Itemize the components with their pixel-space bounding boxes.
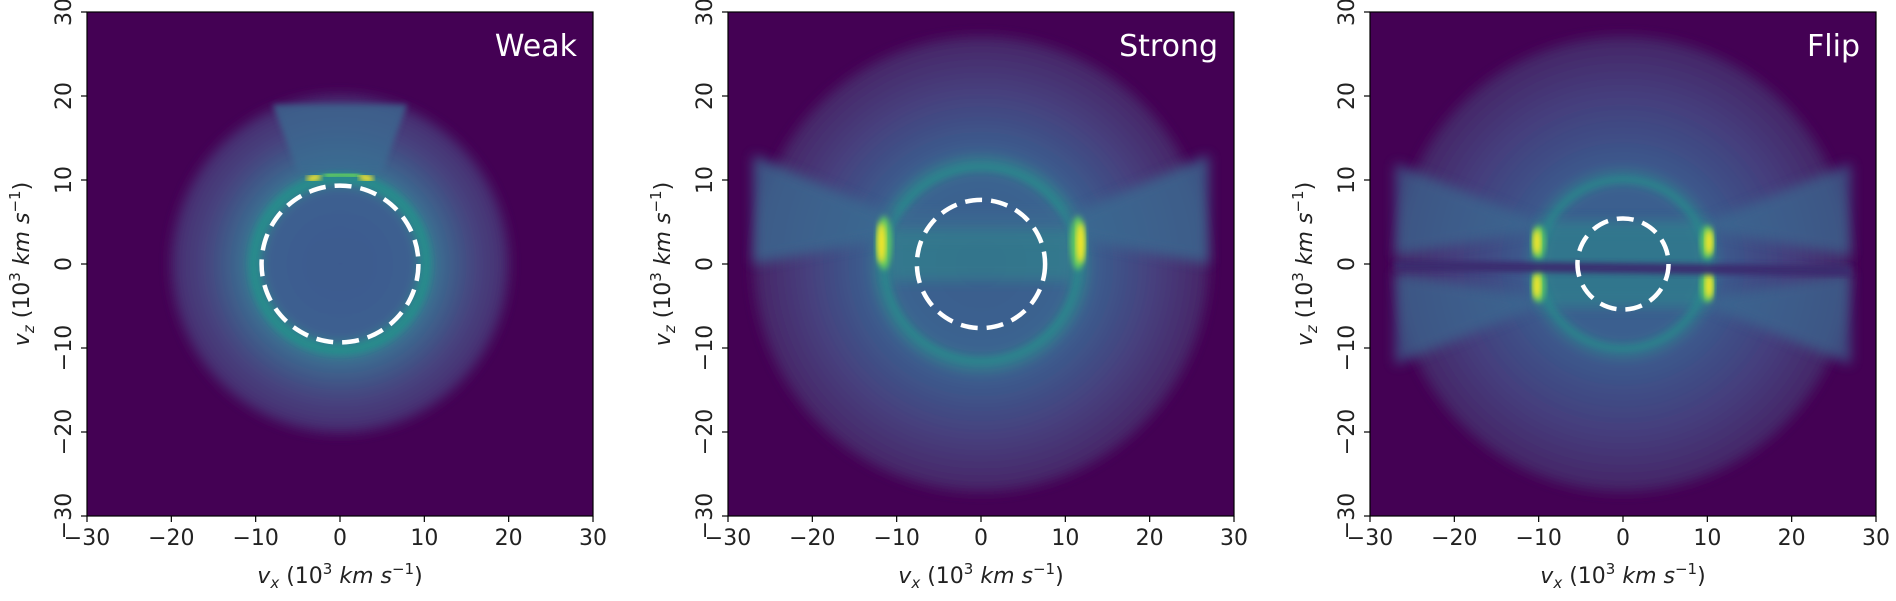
x-tick-label: −30 bbox=[705, 526, 751, 551]
dashed-circle bbox=[259, 183, 421, 345]
panel-strong: −30 −20 −10 0 10 20 30 −30 −20 −10 0 10 20 30 vx (103 … bbox=[647, 0, 1248, 592]
x-tick-label: −10 bbox=[1515, 526, 1561, 551]
y-tick-label: 0 bbox=[1335, 257, 1360, 271]
x-tick-label: 30 bbox=[579, 526, 607, 551]
y-tick-label: 30 bbox=[1335, 0, 1360, 26]
x-axis-label: vx (103 km s−1) bbox=[257, 560, 422, 592]
y-tick-label: −20 bbox=[52, 409, 77, 455]
panel-label: Flip bbox=[1807, 29, 1860, 64]
bright-arc-peak-right bbox=[358, 172, 374, 184]
x-tick-label: −20 bbox=[148, 526, 194, 551]
y-tick-label: −30 bbox=[52, 493, 77, 539]
x-tick-label: −10 bbox=[873, 526, 919, 551]
y-tick-label: 0 bbox=[693, 257, 718, 271]
dashed-circle bbox=[1575, 216, 1671, 312]
x-tick-label: 0 bbox=[974, 526, 988, 551]
bright-arc-peak bbox=[1705, 229, 1713, 255]
x-tick-label: −30 bbox=[1347, 526, 1393, 551]
y-tick-label: 30 bbox=[693, 0, 718, 26]
y-tick-label: −10 bbox=[693, 325, 718, 371]
panel-weak: −30 −20 −10 0 10 20 30 −30 −20 −10 0 10 20 30 vx (103 … bbox=[6, 0, 607, 592]
x-tick-label: −30 bbox=[64, 526, 110, 551]
x-tick-label: 20 bbox=[495, 526, 523, 551]
y-tick-label: 10 bbox=[693, 166, 718, 194]
bright-arc bbox=[323, 169, 361, 181]
x-tick-label: 30 bbox=[1862, 526, 1890, 551]
x-tick-label: 20 bbox=[1136, 526, 1164, 551]
panel-flip: −30 −20 −10 0 10 20 30 −30 −20 −10 0 10 20 30 vx (103 … bbox=[1289, 0, 1890, 592]
bright-arc-peak-left bbox=[306, 172, 322, 184]
heatmap-image bbox=[87, 12, 593, 516]
bright-arc-peak bbox=[1705, 273, 1713, 299]
y-tick-label: −10 bbox=[52, 325, 77, 371]
x-tick-label: 10 bbox=[1051, 526, 1079, 551]
upper-fan bbox=[272, 104, 408, 172]
x-tick-label: −20 bbox=[1431, 526, 1477, 551]
x-tick-label: −10 bbox=[232, 526, 278, 551]
panels: −30 −20 −10 0 10 20 30 −30 −20 −10 0 10 20 30 vx (103 … bbox=[6, 0, 1890, 592]
x-axis-label: vx (103 km s−1) bbox=[1540, 560, 1705, 592]
lower-band bbox=[1395, 272, 1851, 365]
bright-arc-peak bbox=[1533, 273, 1541, 299]
y-tick-label: 10 bbox=[52, 166, 77, 194]
bright-arc-peak bbox=[877, 222, 886, 264]
x-tick-label: 0 bbox=[333, 526, 347, 551]
x-tick-label: 20 bbox=[1778, 526, 1806, 551]
inner-ring bbox=[248, 172, 432, 356]
panel-label: Weak bbox=[495, 29, 578, 64]
y-tick-label: −10 bbox=[1335, 325, 1360, 371]
dashed-circle bbox=[914, 197, 1048, 331]
y-tick-label: 20 bbox=[1335, 82, 1360, 110]
heatmap-image bbox=[728, 12, 1234, 516]
y-tick-label: 30 bbox=[52, 0, 77, 26]
bright-arc-peak bbox=[1533, 229, 1541, 255]
y-tick-label: −20 bbox=[1335, 409, 1360, 455]
dark-equatorial-line bbox=[1395, 260, 1851, 276]
x-tick-label: −20 bbox=[789, 526, 835, 551]
y-tick-label: −20 bbox=[693, 409, 718, 455]
y-tick-label: −30 bbox=[1335, 493, 1360, 539]
emission-disk bbox=[171, 95, 509, 433]
x-tick-label: 0 bbox=[1616, 526, 1630, 551]
x-tick-label: 10 bbox=[1693, 526, 1721, 551]
y-tick-label: 10 bbox=[1335, 166, 1360, 194]
x-tick-label: 10 bbox=[410, 526, 438, 551]
x-tick-label: 30 bbox=[1220, 526, 1248, 551]
x-axis-label: vx (103 km s−1) bbox=[898, 560, 1063, 592]
y-tick-label: −30 bbox=[693, 493, 718, 539]
y-tick-label: 20 bbox=[693, 82, 718, 110]
bright-arc-peak bbox=[1076, 222, 1085, 264]
equatorial-band bbox=[753, 154, 1209, 264]
y-axis-label: vz (103 km s−1) bbox=[647, 182, 679, 346]
panel-label: Strong bbox=[1119, 29, 1218, 64]
y-axis-label: vz (103 km s−1) bbox=[1289, 182, 1321, 346]
heatmap-image bbox=[1370, 12, 1876, 516]
upper-band bbox=[1395, 163, 1851, 256]
y-axis-label: vz (103 km s−1) bbox=[6, 182, 38, 346]
y-tick-label: 0 bbox=[52, 257, 77, 271]
y-tick-label: 20 bbox=[52, 82, 77, 110]
